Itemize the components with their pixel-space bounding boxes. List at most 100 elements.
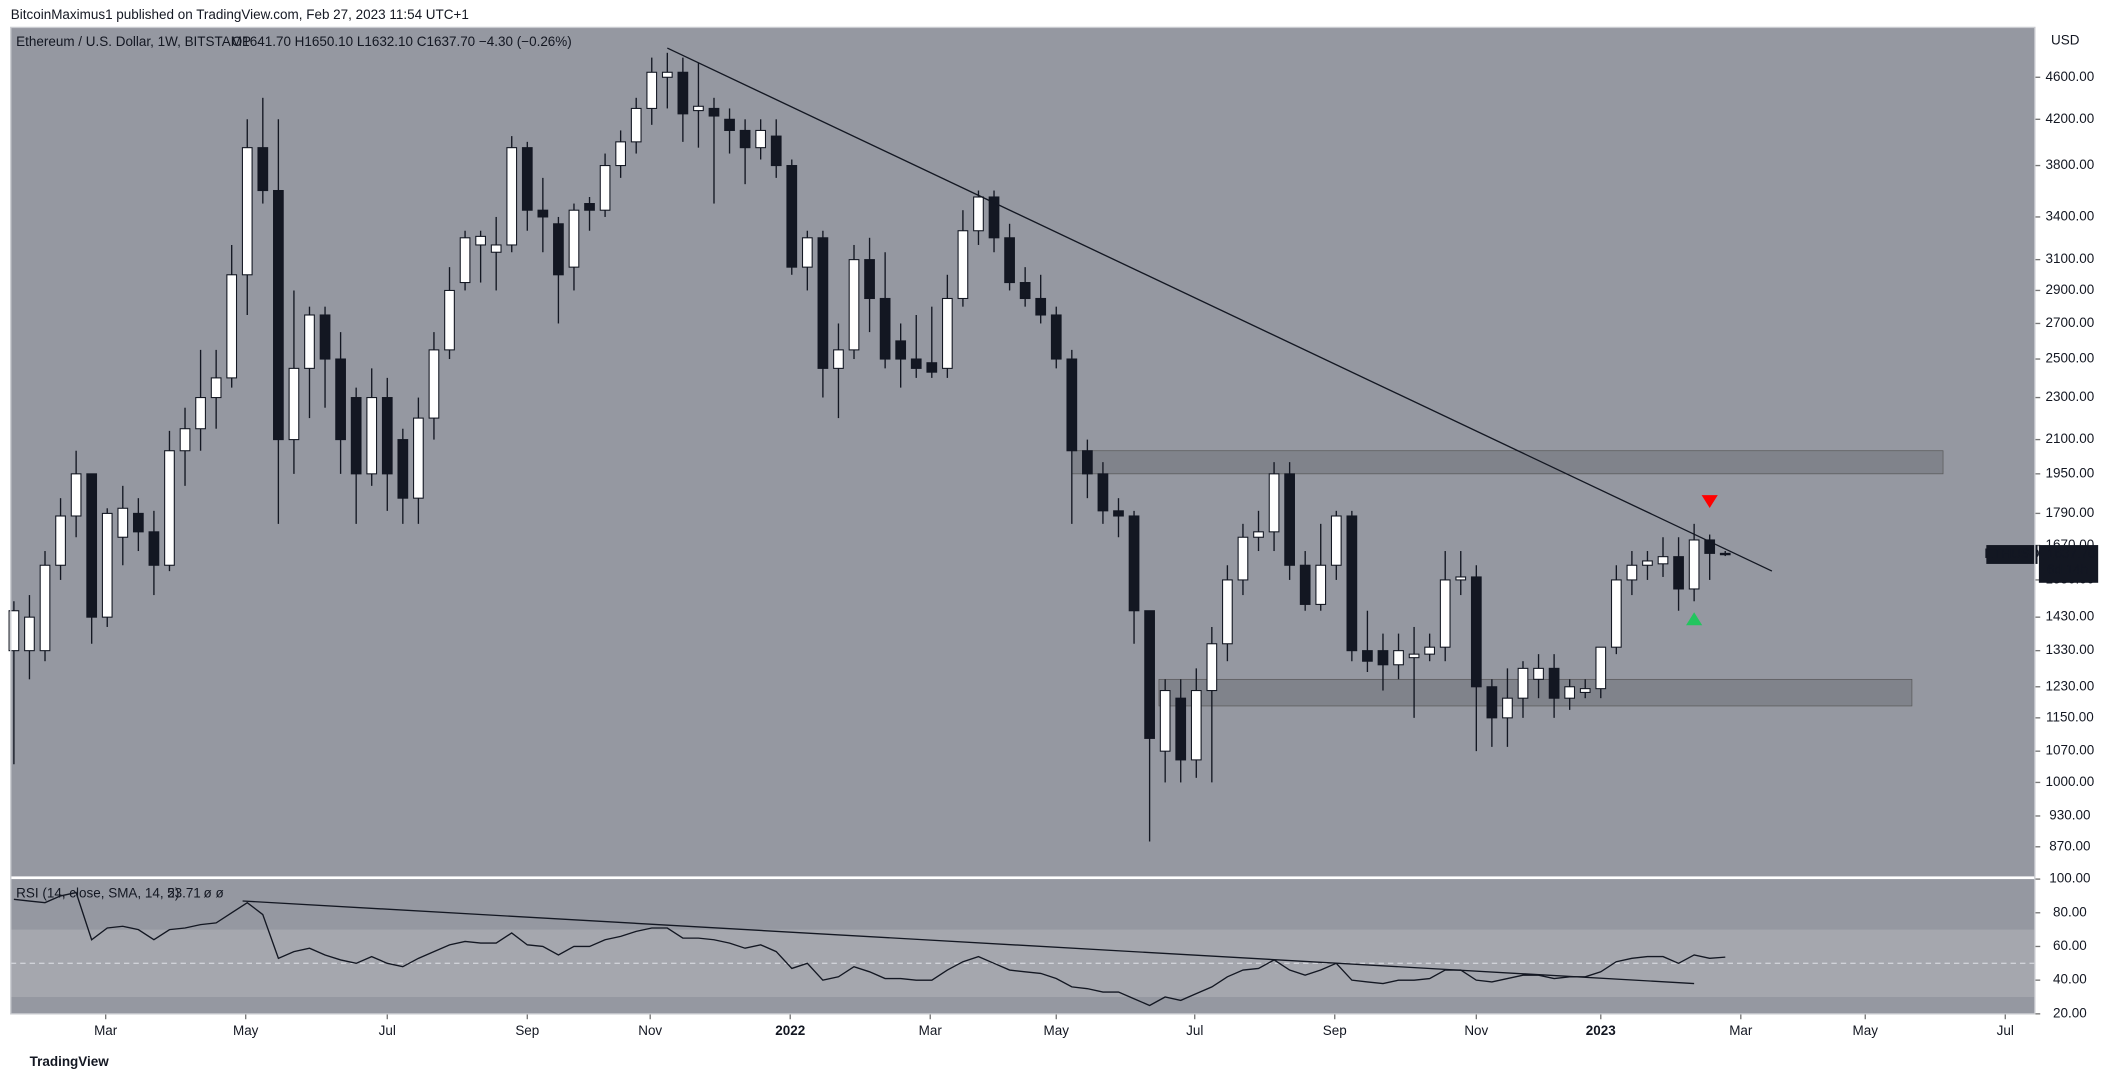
candle-body <box>1657 556 1669 565</box>
candle-body <box>148 531 160 566</box>
candle-body <box>55 515 66 566</box>
candle-body <box>366 397 378 475</box>
candle-body <box>1455 576 1467 581</box>
candle-body <box>1377 650 1389 666</box>
x-tick-label: Jul <box>379 1023 396 1038</box>
candle-body <box>1595 646 1607 690</box>
candle-body <box>1564 686 1576 699</box>
candle-body <box>444 289 455 351</box>
candle-body <box>86 473 98 618</box>
candle-body <box>755 129 767 149</box>
y-tick-label: 100.00 <box>2049 871 2090 886</box>
candle-body <box>568 209 580 268</box>
candle-body <box>1066 358 1078 452</box>
y-tick-label: 1150.00 <box>2046 709 2094 724</box>
candle-body <box>957 230 969 300</box>
candle-body <box>1610 579 1622 648</box>
candle-body <box>1299 564 1311 605</box>
candle-body <box>973 196 984 232</box>
candle-body <box>833 349 844 369</box>
candle-body <box>553 223 564 276</box>
candle-body <box>413 417 424 499</box>
x-tick-label: 2023 <box>1586 1023 1616 1038</box>
candle-body <box>1097 473 1109 512</box>
candle-body <box>1206 643 1218 692</box>
candle-body <box>1050 314 1062 360</box>
candle-body <box>1533 667 1544 680</box>
y-tick-label: 930.00 <box>2049 808 2090 823</box>
candle-body <box>179 428 191 452</box>
candle-body <box>584 203 595 211</box>
y-tick-label: 1790.00 <box>2046 505 2095 520</box>
price-tag-text: 1637.70 <box>2047 546 2096 561</box>
horizontal-zone <box>1071 450 1944 475</box>
candle-body <box>1253 531 1264 538</box>
candle-body <box>599 165 611 211</box>
candle-body <box>428 349 440 419</box>
candle-body <box>1004 237 1015 284</box>
x-tick-label: May <box>1044 1023 1070 1038</box>
y-tick-label: 3800.00 <box>2046 157 2095 172</box>
candle-body <box>101 512 113 618</box>
candle-body <box>257 147 269 192</box>
candle-body <box>490 244 502 253</box>
candle-body <box>1035 297 1047 316</box>
y-tick-label: 1070.00 <box>2046 743 2095 758</box>
candle-body <box>1330 515 1342 566</box>
rsi-extra: ø ø <box>203 885 223 900</box>
candle-body <box>615 141 627 167</box>
candle-body <box>910 358 922 369</box>
candle-body <box>724 118 735 131</box>
y-tick-label: 1430.00 <box>2046 609 2095 624</box>
candle-body <box>195 397 206 430</box>
x-tick-label: Mar <box>1729 1023 1753 1038</box>
rsi-trendline <box>242 900 1695 985</box>
candle-body <box>521 147 533 211</box>
candle-body <box>1502 697 1513 719</box>
countdown-text: 6d 14h <box>2047 562 2088 577</box>
x-tick-label: May <box>1853 1023 1879 1038</box>
y-tick-label: 870.00 <box>2049 838 2090 853</box>
candle-body <box>1144 610 1155 739</box>
candle-body <box>786 165 798 268</box>
y-tick-label: 60.00 <box>2053 938 2087 953</box>
candle-body <box>1237 536 1249 581</box>
signal-marker <box>1686 612 1703 626</box>
candle-body <box>1222 579 1233 645</box>
candle-body <box>1315 564 1327 605</box>
candle-body <box>1393 650 1404 666</box>
signal-marker <box>1701 495 1718 509</box>
y-tick-label: 3100.00 <box>2046 251 2095 266</box>
candle-body <box>1175 697 1187 761</box>
x-tick-label: Nov <box>638 1023 662 1038</box>
candle-body <box>739 129 751 149</box>
y-tick-label: 2900.00 <box>2046 282 2095 297</box>
candle-body <box>895 340 907 360</box>
candle-body <box>164 450 175 566</box>
candle-body <box>537 209 549 218</box>
rsi-value: 53.71 <box>167 885 201 900</box>
candle-body <box>1082 450 1093 475</box>
candle-body <box>1128 515 1140 612</box>
y-tick-label: 4600.00 <box>2046 69 2095 84</box>
candle-body <box>132 512 144 533</box>
y-tick-label: 3400.00 <box>2046 209 2095 224</box>
candle-body <box>1719 552 1731 556</box>
y-tick-label: 1330.00 <box>2046 642 2095 657</box>
y-tick-label: 1230.00 <box>2046 678 2095 693</box>
candle-body <box>506 147 518 246</box>
candle-body <box>226 274 238 379</box>
candle-body <box>1362 650 1373 662</box>
y-tick-label: 2300.00 <box>2046 389 2095 404</box>
candle-body <box>350 397 362 475</box>
candle-body <box>1688 539 1700 590</box>
candle-body <box>1642 560 1653 566</box>
candle-body <box>475 235 486 246</box>
candle-body <box>1159 690 1171 752</box>
candle-body <box>1517 667 1529 699</box>
candle-body <box>677 71 689 115</box>
candle-body <box>459 237 471 284</box>
candle-body <box>1408 653 1420 659</box>
candle-body <box>1439 579 1451 648</box>
symbol-title: Ethereum / U.S. Dollar, 1W, BITSTAMP <box>16 34 251 49</box>
